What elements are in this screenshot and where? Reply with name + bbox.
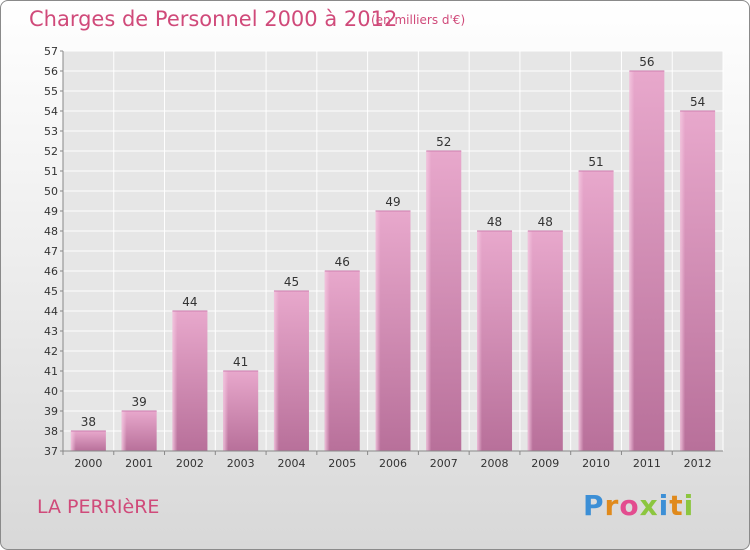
bar [172, 311, 208, 451]
y-tick-label: 42 [44, 345, 58, 358]
logo-letter: i [683, 489, 695, 522]
bar [70, 431, 106, 451]
bar [121, 411, 157, 451]
bar-highlight [121, 411, 127, 451]
bar-highlight [223, 371, 229, 451]
chart-subtitle: (en milliers d'€) [371, 13, 466, 27]
y-tick-label: 40 [44, 385, 58, 398]
logo-letter: P [583, 489, 605, 522]
y-tick-label: 41 [44, 365, 58, 378]
bar-highlight [70, 431, 76, 451]
logo-letter: r [604, 489, 620, 522]
data-label: 56 [639, 55, 654, 69]
bar [578, 171, 614, 451]
bar [629, 71, 665, 451]
logo-letter: x [639, 489, 659, 522]
bar-highlight [629, 71, 635, 451]
bar-highlight [324, 271, 330, 451]
data-label: 45 [284, 275, 299, 289]
bar [680, 111, 716, 451]
data-label: 48 [487, 215, 502, 229]
bar-highlight [375, 211, 381, 451]
bar-highlight [477, 231, 483, 451]
y-tick-label: 45 [44, 285, 58, 298]
data-label: 41 [233, 355, 248, 369]
data-label: 52 [436, 135, 451, 149]
bar [477, 231, 513, 451]
bar [527, 231, 563, 451]
x-tick-label: 2006 [379, 457, 407, 470]
y-tick-label: 47 [44, 245, 58, 258]
bar [324, 271, 360, 451]
logo-letter: t [669, 489, 684, 522]
chart-title: Charges de Personnel 2000 à 2012 [29, 7, 398, 31]
y-tick-label: 57 [44, 45, 58, 58]
x-tick-label: 2002 [176, 457, 204, 470]
y-tick-label: 48 [44, 225, 58, 238]
data-label: 51 [588, 155, 603, 169]
x-tick-label: 2011 [633, 457, 661, 470]
x-tick-label: 2005 [328, 457, 356, 470]
bar [426, 151, 462, 451]
bar-highlight [426, 151, 432, 451]
bar-highlight [680, 111, 686, 451]
data-label: 39 [132, 395, 147, 409]
proxiti-logo[interactable]: Proxiti [583, 489, 694, 522]
data-label: 38 [81, 415, 96, 429]
x-tick-label: 2007 [430, 457, 458, 470]
bar-highlight [273, 291, 279, 451]
data-label: 54 [690, 95, 705, 109]
data-label: 46 [335, 255, 350, 269]
y-tick-label: 38 [44, 425, 58, 438]
y-tick-label: 49 [44, 205, 58, 218]
x-tick-label: 2000 [74, 457, 102, 470]
bar-highlight [527, 231, 533, 451]
bar-highlight [172, 311, 178, 451]
x-tick-label: 2001 [125, 457, 153, 470]
x-tick-label: 2004 [277, 457, 305, 470]
x-tick-label: 2012 [684, 457, 712, 470]
y-tick-label: 46 [44, 265, 58, 278]
y-tick-label: 54 [44, 105, 58, 118]
x-tick-label: 2008 [481, 457, 509, 470]
y-tick-label: 51 [44, 165, 58, 178]
x-tick-label: 2010 [582, 457, 610, 470]
data-label: 44 [182, 295, 197, 309]
bar [273, 291, 309, 451]
y-tick-label: 44 [44, 305, 58, 318]
data-label: 49 [385, 195, 400, 209]
bar [375, 211, 411, 451]
y-tick-label: 37 [44, 445, 58, 458]
bar [223, 371, 259, 451]
y-tick-label: 55 [44, 85, 58, 98]
y-tick-label: 39 [44, 405, 58, 418]
town-name: LA PERRIèRE [37, 496, 160, 518]
x-tick-label: 2003 [227, 457, 255, 470]
logo-letter: o [619, 489, 640, 522]
logo-letter: i [658, 489, 670, 522]
x-tick-label: 2009 [531, 457, 559, 470]
y-tick-label: 43 [44, 325, 58, 338]
y-tick-label: 53 [44, 125, 58, 138]
y-tick-label: 52 [44, 145, 58, 158]
data-label: 48 [538, 215, 553, 229]
y-tick-label: 56 [44, 65, 58, 78]
y-tick-label: 50 [44, 185, 58, 198]
bar-highlight [578, 171, 584, 451]
